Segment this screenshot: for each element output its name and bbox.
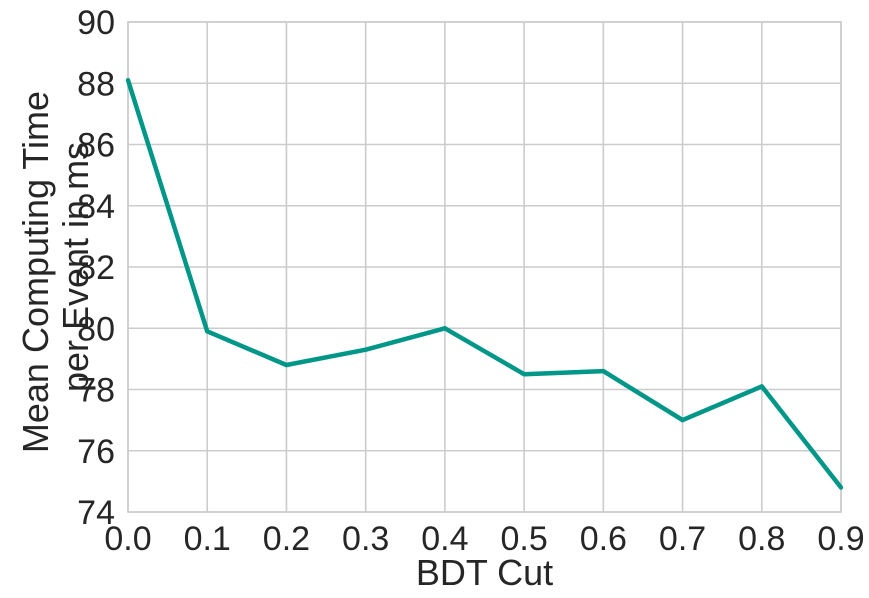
y-tick-label: 74 [77, 494, 115, 532]
y-axis-label-line-2: per Event in ms [55, 142, 96, 392]
data-point [284, 362, 289, 368]
data-point [680, 417, 685, 423]
x-tick-label: 0.8 [738, 520, 785, 558]
y-tick-label: 76 [77, 433, 115, 471]
x-tick-label: 0.1 [184, 520, 231, 558]
x-tick-label: 0.2 [263, 520, 310, 558]
data-point [442, 326, 448, 331]
y-axis-label: Mean Computing Time per Event in ms [15, 81, 96, 453]
y-tick-label: 80 [77, 310, 115, 348]
data-point [205, 329, 210, 334]
y-tick-label: 78 [77, 372, 115, 410]
x-tick-label: 0.3 [342, 520, 389, 558]
y-tick-label: 84 [77, 188, 115, 226]
x-tick-label: 0.0 [104, 520, 151, 558]
x-tick-label: 0.7 [659, 520, 706, 558]
plot-frame [127, 21, 842, 513]
y-tick-label: 88 [77, 65, 115, 103]
x-axis-label: BDT Cut [416, 552, 553, 593]
data-point [759, 384, 764, 389]
y-tick-label: 82 [77, 249, 115, 287]
data-point [601, 368, 606, 374]
data-point [838, 485, 844, 490]
data-point [521, 371, 527, 377]
x-tick-label: 0.4 [421, 520, 468, 558]
data-point [125, 77, 131, 83]
x-tick-labels: 0.0 0.1 0.2 0.3 0.4 0.5 0.6 0.7 0.8 0.9 [104, 520, 864, 558]
grid [127, 21, 842, 513]
x-tick-label: 0.6 [580, 520, 627, 558]
series-line [125, 79, 843, 489]
x-tick-label: 0.9 [817, 520, 864, 558]
data-point [363, 347, 368, 352]
y-tick-label: 90 [77, 4, 115, 42]
y-tick-labels: 74 76 78 80 82 84 86 88 90 [77, 4, 115, 532]
y-tick-label: 86 [77, 127, 115, 165]
x-tick-label: 0.5 [500, 520, 547, 558]
y-axis-label-line-1: Mean Computing Time [15, 91, 56, 453]
series-group [125, 77, 844, 490]
